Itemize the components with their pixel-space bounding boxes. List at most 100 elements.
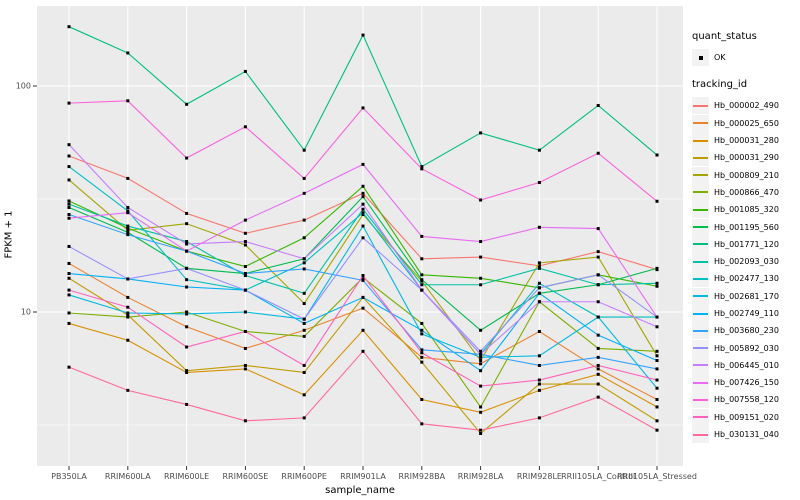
data-point (420, 422, 424, 426)
data-point (185, 345, 189, 349)
data-point (655, 325, 659, 329)
data-point (361, 236, 365, 240)
series-Hb_002093_030 (67, 202, 659, 295)
data-point (302, 370, 306, 374)
point-marker-icon (698, 55, 703, 60)
data-point (655, 199, 659, 203)
data-point (420, 321, 424, 325)
data-point (361, 306, 365, 310)
legend-key-box (692, 166, 709, 184)
data-point (479, 349, 483, 353)
legend-item-label: Hb_006445_010 (714, 360, 779, 370)
legend-item-Hb_002749_110: Hb_002749_110 (692, 305, 798, 322)
legend-item-label: Hb_007558_120 (714, 395, 779, 405)
x-tick-label: RRII105LA_Stressed (617, 472, 697, 481)
data-point (67, 244, 71, 248)
legend-key-box (692, 408, 709, 426)
data-point (361, 191, 365, 195)
data-point (655, 359, 659, 363)
series-Hb_002681_170 (67, 224, 659, 390)
data-point (67, 154, 71, 158)
data-point (185, 156, 189, 160)
data-point (67, 101, 71, 105)
data-point (126, 230, 130, 234)
legend-item-label: Hb_000025_650 (714, 118, 779, 128)
legend-swatch (693, 295, 708, 298)
data-point (185, 102, 189, 106)
legend-item-Hb_000809_210: Hb_000809_210 (692, 166, 798, 184)
legend-key-box (692, 356, 709, 374)
legend-item-Hb_007426_150: Hb_007426_150 (692, 374, 798, 392)
data-point (67, 293, 71, 297)
data-point (243, 419, 247, 423)
data-point (537, 225, 541, 229)
data-point (655, 354, 659, 358)
data-point (655, 367, 659, 371)
data-point (185, 402, 189, 406)
legend-swatch (693, 398, 708, 401)
data-point (185, 222, 189, 226)
data-point (479, 198, 483, 202)
data-point (126, 295, 130, 299)
data-point (67, 272, 71, 276)
data-point (361, 207, 365, 211)
data-point (596, 255, 600, 259)
data-point (185, 285, 189, 289)
legend-item-label: Hb_000031_290 (714, 153, 779, 163)
legend-key-box (692, 287, 709, 305)
data-point (302, 148, 306, 152)
legend-swatch (693, 156, 708, 159)
x-tick-label: RRIM600LA (105, 472, 151, 481)
data-point (67, 311, 71, 315)
legend-swatch (693, 416, 708, 419)
series-Hb_001771_120 (67, 25, 659, 169)
data-point (361, 33, 365, 37)
legend-item-label: Hb_002749_110 (714, 309, 779, 318)
data-point (655, 405, 659, 409)
legend-swatch (693, 191, 708, 194)
data-point (243, 218, 247, 222)
data-point (596, 250, 600, 254)
y-axis-title: FPKM + 1 (3, 210, 15, 259)
legend-key-box (692, 305, 709, 322)
data-point (67, 165, 71, 169)
legend-key-box (692, 253, 709, 271)
legend-key-box (692, 235, 709, 253)
legend-item-Hb_006445_010: Hb_006445_010 (692, 356, 798, 374)
data-point (67, 178, 71, 182)
data-point (420, 328, 424, 332)
data-point (655, 398, 659, 402)
data-point (243, 346, 247, 350)
legend-key-box (692, 183, 709, 201)
legend-item-Hb_009151_020: Hb_009151_020 (692, 408, 798, 426)
legend-key-box (692, 149, 709, 167)
data-point (243, 329, 247, 333)
legend-swatch (693, 226, 708, 229)
data-point (185, 370, 189, 374)
data-point (126, 226, 130, 230)
data-point (126, 338, 130, 342)
data-point (420, 165, 424, 169)
legend-item-Hb_002681_170: Hb_002681_170 (692, 287, 798, 305)
data-point (243, 288, 247, 292)
x-tick-label: RRII105LA_Control (561, 472, 635, 481)
data-point (420, 283, 424, 287)
data-point (185, 325, 189, 329)
x-tick-label: RRIM928LE (517, 472, 562, 481)
data-point (537, 291, 541, 295)
data-point (302, 191, 306, 195)
data-point (479, 240, 483, 244)
legend-key-box (692, 426, 709, 444)
data-point (302, 218, 306, 222)
data-point (243, 125, 247, 129)
data-point (243, 363, 247, 367)
legend-key-box (692, 374, 709, 392)
series-Hb_002749_110 (67, 272, 659, 373)
legend-item-label: OK (714, 53, 726, 63)
legend-item-label: Hb_001195_560 (714, 222, 779, 232)
data-point (126, 51, 130, 55)
legend-item-label: Hb_000002_490 (714, 101, 779, 111)
data-point (537, 378, 541, 382)
data-point (479, 384, 483, 388)
legend-item-label: Hb_007426_150 (714, 378, 779, 388)
